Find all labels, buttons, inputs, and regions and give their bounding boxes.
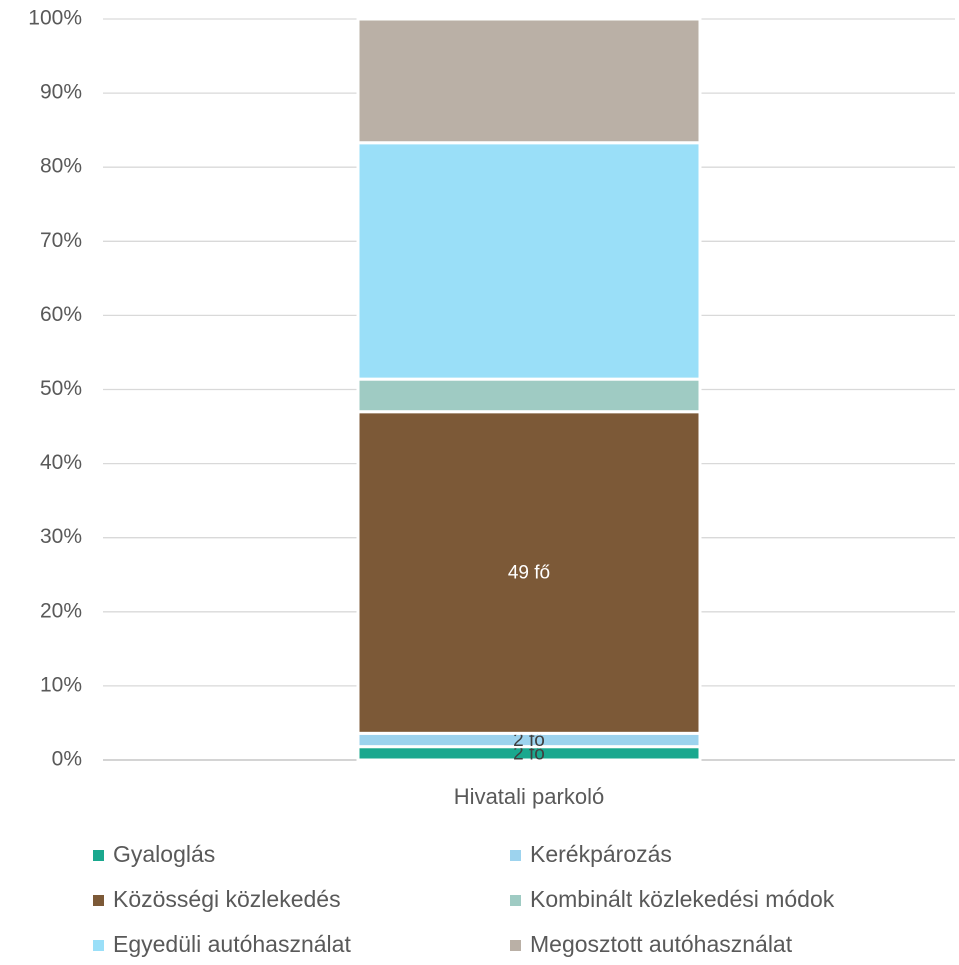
y-tick-label: 0% (52, 748, 82, 771)
legend-label: Közösségi közlekedés (113, 886, 341, 912)
data-label: 2 fő (513, 743, 545, 764)
legend-swatch (93, 895, 104, 906)
bar-segment (356, 141, 702, 381)
y-tick-label: 50% (40, 377, 82, 400)
y-tick-label: 80% (40, 155, 82, 178)
bar-segment (356, 410, 702, 735)
y-tick-label: 20% (40, 599, 82, 622)
legend-swatch (510, 940, 521, 951)
y-tick-label: 40% (40, 451, 82, 474)
y-tick-label: 100% (28, 7, 82, 30)
bar-segment (356, 377, 702, 414)
y-tick-label: 70% (40, 229, 82, 252)
y-tick-label: 90% (40, 81, 82, 104)
bar-segment (356, 17, 702, 145)
legend-swatch (93, 940, 104, 951)
y-tick-label: 60% (40, 303, 82, 326)
y-tick-label: 30% (40, 525, 82, 548)
legend-label: Gyaloglás (113, 841, 215, 867)
y-tick-label: 10% (40, 673, 82, 696)
legend-label: Egyedüli autóhasználat (113, 931, 351, 957)
legend-swatch (93, 850, 104, 861)
data-label: 49 fő (508, 563, 550, 584)
data-label: 2 fő (513, 730, 545, 751)
legend-swatch (510, 895, 521, 906)
x-tick-label: Hivatali parkoló (454, 784, 604, 809)
legend-swatch (510, 850, 521, 861)
legend-label: Kombinált közlekedési módok (530, 886, 835, 912)
legend-label: Kerékpározás (530, 841, 672, 867)
legend-label: Megosztott autóhasználat (530, 931, 793, 957)
